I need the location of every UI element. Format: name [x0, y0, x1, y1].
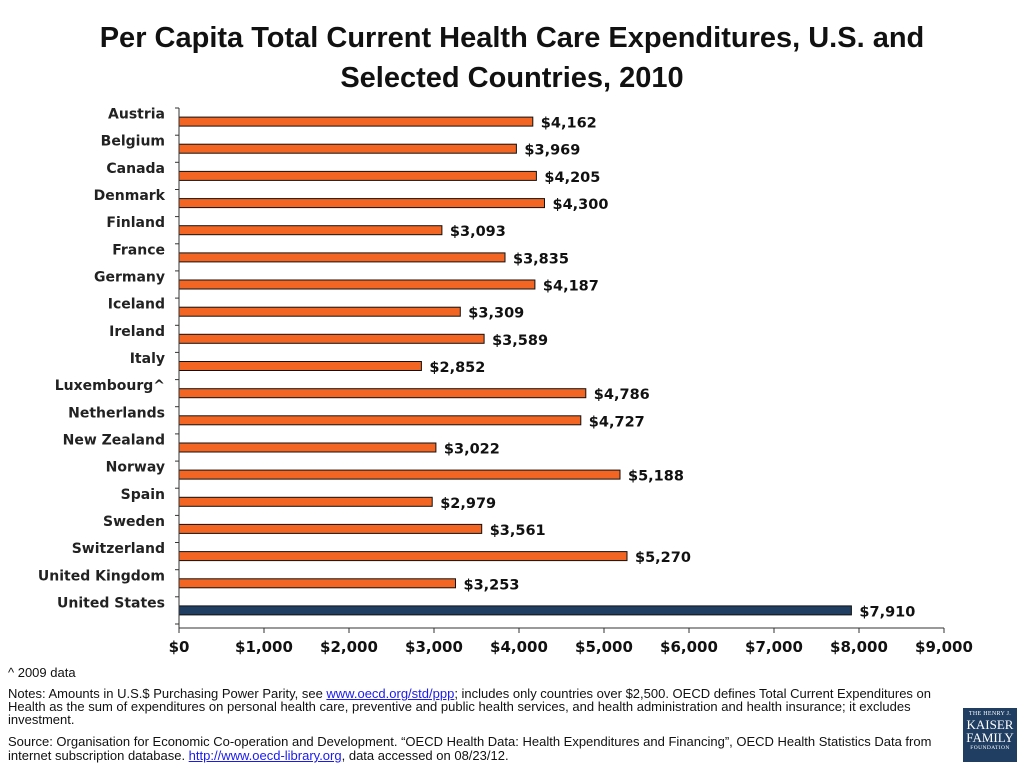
x-tick-label: $3,000: [405, 638, 463, 656]
category-label-germany: Germany: [94, 270, 165, 286]
value-label-canada: $4,205: [544, 170, 600, 186]
chart-title: Per Capita Total Current Health Care Exp…: [0, 18, 1024, 98]
logo-line2: KAISER: [966, 717, 1014, 732]
value-label-france: $3,835: [513, 251, 569, 267]
value-label-germany: $4,187: [543, 279, 599, 295]
category-label-new-zealand: New Zealand: [63, 433, 165, 449]
bar-france: [178, 252, 506, 263]
bar-netherlands: [178, 415, 582, 426]
category-label-united-states: United States: [57, 595, 165, 611]
bar-ireland: [178, 333, 485, 344]
value-label-spain: $2,979: [440, 496, 496, 512]
x-tick-label: $7,000: [745, 638, 803, 656]
value-label-united-states: $7,910: [859, 604, 915, 620]
category-label-belgium: Belgium: [101, 134, 165, 150]
x-tick-label: $4,000: [490, 638, 548, 656]
notes-text-end: ; includes only countries over $2,500. O…: [8, 686, 932, 727]
notes: Notes: Amounts in U.S.$ Purchasing Power…: [8, 687, 933, 726]
source: Source: Organisation for Economic Co-ope…: [8, 735, 933, 763]
value-label-finland: $3,093: [450, 224, 506, 240]
value-label-austria: $4,162: [541, 116, 597, 132]
bar-chart: Austria $4,162 Belgium $3,969 Canada $4,205 De…: [38, 107, 973, 656]
oecd-ppp-link[interactable]: www.oecd.org/std/ppp: [326, 686, 455, 701]
category-label-denmark: Denmark: [94, 188, 166, 204]
value-label-new-zealand: $3,022: [444, 442, 500, 458]
x-tick-label: $0: [169, 638, 190, 656]
bar-iceland: [178, 306, 461, 317]
bar-denmark: [178, 198, 545, 209]
category-label-italy: Italy: [130, 351, 165, 367]
category-label-iceland: Iceland: [108, 297, 165, 313]
bar-norway: [178, 469, 621, 480]
category-label-canada: Canada: [106, 161, 165, 177]
category-label-norway: Norway: [106, 460, 165, 476]
x-tick-label: $9,000: [915, 638, 973, 656]
category-label-switzerland: Switzerland: [72, 541, 165, 557]
x-tick-label: $1,000: [235, 638, 293, 656]
value-label-switzerland: $5,270: [635, 550, 691, 566]
category-label-united-kingdom: United Kingdom: [38, 568, 165, 584]
value-label-sweden: $3,561: [490, 523, 546, 539]
oecd-library-link[interactable]: http://www.oecd-library.org: [188, 748, 342, 763]
bar-new-zealand: [178, 442, 437, 453]
bar-spain: [178, 496, 433, 507]
bar-italy: [178, 361, 422, 371]
value-label-luxembourg: $4,786: [594, 387, 650, 403]
bar-switzerland: [178, 551, 628, 562]
x-tick-label: $5,000: [575, 638, 633, 656]
category-label-france: France: [112, 242, 165, 258]
value-label-united-kingdom: $3,253: [464, 577, 520, 593]
chart-title-line1: Per Capita Total Current Health Care Exp…: [99, 22, 925, 54]
value-label-ireland: $3,589: [492, 333, 548, 349]
bar-united-kingdom: [178, 578, 456, 589]
value-label-netherlands: $4,727: [589, 414, 645, 430]
category-label-austria: Austria: [108, 107, 165, 123]
logo-line3: FAMILY: [966, 730, 1014, 745]
value-label-italy: $2,852: [429, 360, 485, 376]
source-text: Source: Organisation for Economic Co-ope…: [8, 734, 932, 763]
category-label-ireland: Ireland: [109, 324, 165, 340]
category-label-finland: Finland: [106, 215, 165, 231]
value-label-belgium: $3,969: [524, 143, 580, 159]
bar-canada: [178, 170, 537, 181]
bar-finland: [178, 225, 443, 236]
bar-germany: [178, 279, 536, 290]
bar-belgium: [178, 143, 517, 154]
footnote: ^ 2009 data: [8, 665, 76, 680]
logo-line1: THE HENRY J.: [968, 711, 1012, 717]
bar-austria: [178, 116, 534, 127]
category-label-netherlands: Netherlands: [68, 405, 165, 421]
value-label-denmark: $4,300: [553, 197, 609, 213]
x-tick-label: $2,000: [320, 638, 378, 656]
x-tick-label: $6,000: [660, 638, 718, 656]
category-label-spain: Spain: [121, 487, 165, 503]
category-label-luxembourg: Luxembourg^: [55, 378, 165, 394]
value-label-norway: $5,188: [628, 469, 684, 485]
bar-sweden: [178, 523, 483, 534]
bar-luxembourg: [178, 388, 587, 399]
kaiser-family-foundation-logo: THE HENRY J. KAISER FAMILY FOUNDATION: [963, 708, 1017, 762]
notes-text: Notes: Amounts in U.S.$ Purchasing Power…: [8, 686, 327, 701]
logo-line4: FOUNDATION: [970, 745, 1010, 751]
category-label-sweden: Sweden: [103, 514, 165, 530]
x-tick-label: $8,000: [830, 638, 888, 656]
chart-title-line2: Selected Countries, 2010: [340, 62, 684, 94]
source-text-end: , data accessed on 08/23/12.: [341, 748, 509, 763]
value-label-iceland: $3,309: [468, 306, 524, 322]
bar-united-states: [178, 605, 852, 616]
